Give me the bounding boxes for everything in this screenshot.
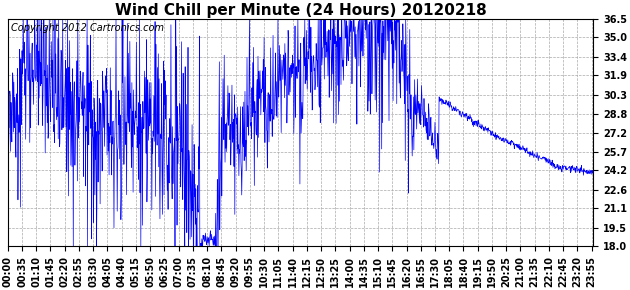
Text: Copyright 2012 Cartronics.com: Copyright 2012 Cartronics.com (11, 23, 164, 33)
Title: Wind Chill per Minute (24 Hours) 20120218: Wind Chill per Minute (24 Hours) 2012021… (115, 3, 486, 18)
